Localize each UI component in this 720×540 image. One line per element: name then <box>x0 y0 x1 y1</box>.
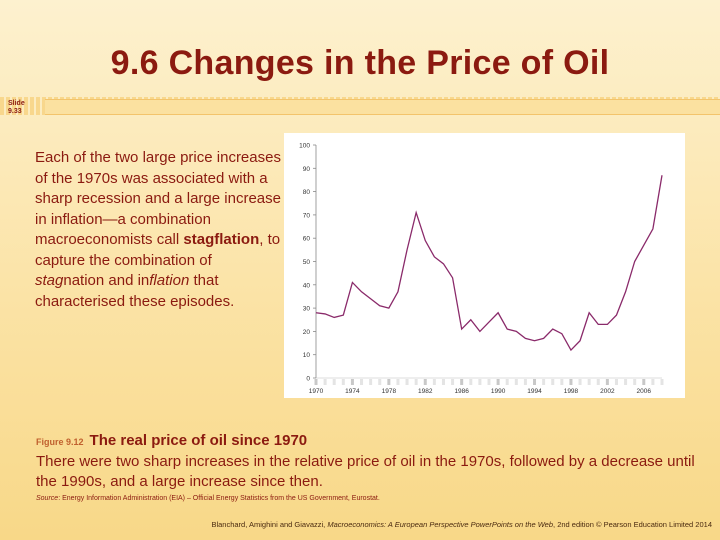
x-axis: 1970 1974 1978 1982 1986 1990 1994 1998 2002 2006 <box>309 377 664 395</box>
x-year-marker-1970 <box>314 379 318 385</box>
x-year-marker-1982 <box>423 379 427 385</box>
term-flation: flation <box>149 272 190 289</box>
slide-number: 9.33 <box>8 108 22 115</box>
y-tick-label-20: 20 <box>303 329 311 336</box>
x-year-marker-1998 <box>569 379 573 385</box>
x-year-marker-1991 <box>505 379 509 385</box>
source-label: Source <box>36 495 59 502</box>
series-line-real-oil-price <box>315 175 663 352</box>
slide-number-tag: Slide 9.33 <box>8 100 25 116</box>
slide-label: Slide <box>8 100 25 107</box>
x-year-marker-2008 <box>660 379 664 385</box>
x-year-marker-1981 <box>414 379 418 385</box>
x-tick-label-1998: 1998 <box>564 388 579 395</box>
x-year-marker-2004 <box>624 379 628 385</box>
x-year-marker-1973 <box>341 379 345 385</box>
slide-title: 9.6 Changes in the Price of Oil <box>110 44 610 82</box>
x-year-marker-1983 <box>432 379 436 385</box>
y-tick-label-100: 100 <box>299 143 310 150</box>
x-tick-label-2006: 2006 <box>637 388 652 395</box>
x-tick-label-1978: 1978 <box>382 388 397 395</box>
x-tick-label-1990: 1990 <box>491 388 506 395</box>
y-tick-label-50: 50 <box>303 259 311 266</box>
x-year-marker-2000 <box>587 379 591 385</box>
footer-authors: Blanchard, Amighini and Giavazzi, <box>211 520 328 529</box>
y-tick-label-30: 30 <box>303 306 311 313</box>
x-year-marker-1994 <box>533 379 537 385</box>
x-tick-label-1986: 1986 <box>454 388 469 395</box>
x-year-marker-2005 <box>633 379 637 385</box>
x-year-marker-1984 <box>441 379 445 385</box>
x-year-marker-1978 <box>387 379 391 385</box>
source-note: Source: Energy Information Administratio… <box>36 495 706 502</box>
x-year-marker-2002 <box>605 379 609 385</box>
term-stagflation: stagflation <box>183 231 260 248</box>
x-year-marker-1999 <box>578 379 582 385</box>
term-stag: stag <box>35 272 64 289</box>
x-year-marker-1971 <box>323 379 327 385</box>
y-tick-label-40: 40 <box>303 282 311 289</box>
x-year-marker-1987 <box>469 379 473 385</box>
y-tick-label-0: 0 <box>306 376 310 383</box>
x-year-marker-2001 <box>596 379 600 385</box>
body-text-1: Each of the two large price increases of… <box>35 149 281 248</box>
x-year-marker-1997 <box>560 379 564 385</box>
x-year-marker-1976 <box>369 379 373 385</box>
figure-title: The real price of oil since 1970 <box>89 432 308 449</box>
footer-citation: Blanchard, Amighini and Giavazzi, Macroe… <box>211 520 712 529</box>
x-year-marker-1990 <box>496 379 500 385</box>
x-year-marker-1992 <box>514 379 518 385</box>
y-axis: 0 10 20 30 40 50 60 70 80 90 100 <box>299 143 317 383</box>
body-text-nation: nation and in <box>63 272 150 289</box>
x-year-marker-1979 <box>396 379 400 385</box>
x-year-marker-1996 <box>551 379 555 385</box>
x-year-marker-1986 <box>460 379 464 385</box>
x-tick-label-1994: 1994 <box>527 388 542 395</box>
y-tick-label-80: 80 <box>303 189 311 196</box>
body-text-3: that characterised these episodes. <box>35 272 235 310</box>
figure-caption: Figure 9.12 The real price of oil since 1… <box>36 432 706 502</box>
x-year-marker-1989 <box>487 379 491 385</box>
oil-price-chart: 0 10 20 30 40 50 60 70 80 90 100 1970 1974 1978 1982 1… <box>284 133 685 398</box>
title-rule-bar <box>45 99 720 115</box>
y-tick-label-60: 60 <box>303 236 311 243</box>
x-tick-label-1982: 1982 <box>418 388 433 395</box>
x-year-marker-1993 <box>523 379 527 385</box>
x-tick-label-1970: 1970 <box>309 388 324 395</box>
x-year-marker-1972 <box>332 379 336 385</box>
body-paragraph: Each of the two large price increases of… <box>35 148 283 312</box>
y-tick-label-70: 70 <box>303 212 311 219</box>
x-year-marker-1995 <box>542 379 546 385</box>
footer-book: Macroeconomics: A European Perspective P… <box>327 520 554 529</box>
y-tick-label-90: 90 <box>303 166 311 173</box>
x-year-marker-1980 <box>405 379 409 385</box>
x-year-marker-2003 <box>614 379 618 385</box>
y-tick-label-10: 10 <box>303 352 311 359</box>
x-year-marker-1977 <box>378 379 382 385</box>
figure-label: Figure 9.12 <box>36 437 84 447</box>
x-year-marker-1974 <box>350 379 354 385</box>
x-tick-label-2002: 2002 <box>600 388 615 395</box>
x-year-marker-2006 <box>642 379 646 385</box>
footer-edition: , 2nd edition © Pearson Education Limite… <box>553 520 712 529</box>
x-year-marker-1975 <box>360 379 364 385</box>
x-year-marker-1985 <box>451 379 455 385</box>
source-text: : Energy Information Administration (EIA… <box>58 495 380 502</box>
x-tick-label-1974: 1974 <box>345 388 360 395</box>
x-year-marker-1988 <box>478 379 482 385</box>
caption-text: There were two sharp increases in the re… <box>36 453 695 490</box>
body-text-2: , to capture the combination of <box>35 231 281 269</box>
x-year-marker-2007 <box>651 379 655 385</box>
